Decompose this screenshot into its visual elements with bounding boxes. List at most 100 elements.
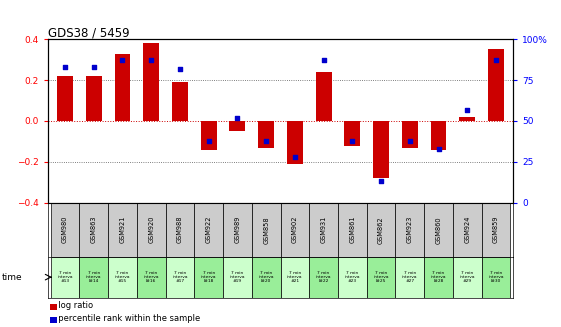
Text: 7 min
interva
#15: 7 min interva #15: [114, 271, 130, 284]
Bar: [114, 54, 130, 121]
Bar: [143, 43, 159, 121]
Bar: [453, 203, 482, 257]
Bar: [165, 203, 194, 257]
Text: 7 min
interva
#23: 7 min interva #23: [344, 271, 360, 284]
Bar: [367, 203, 396, 257]
Text: 7 min
interva
l#30: 7 min interva l#30: [488, 271, 504, 284]
Point: [291, 154, 300, 160]
Bar: [165, 257, 194, 298]
Bar: [424, 203, 453, 257]
Bar: [402, 121, 418, 147]
Text: 7 min
interva
#19: 7 min interva #19: [229, 271, 245, 284]
Point: [491, 58, 500, 63]
Text: 7 min
interva
l#20: 7 min interva l#20: [259, 271, 274, 284]
Bar: [258, 121, 274, 147]
Text: 7 min
interva
#13: 7 min interva #13: [57, 271, 73, 284]
Text: GSM920: GSM920: [148, 216, 154, 244]
Bar: [57, 76, 73, 121]
Text: GSM861: GSM861: [350, 216, 355, 244]
Bar: [344, 121, 360, 146]
Text: GSM862: GSM862: [378, 216, 384, 244]
Text: GSM859: GSM859: [493, 216, 499, 244]
Text: GSM980: GSM980: [62, 216, 68, 244]
Text: 7 min
interva
l#14: 7 min interva l#14: [86, 271, 102, 284]
Text: 7 min
interva
#21: 7 min interva #21: [287, 271, 302, 284]
Text: GSM988: GSM988: [177, 216, 183, 244]
Bar: [280, 203, 309, 257]
Bar: [287, 121, 303, 164]
Point: [463, 107, 472, 112]
Bar: [223, 203, 252, 257]
Text: 7 min
interva
l#18: 7 min interva l#18: [201, 271, 217, 284]
Text: 7 min
interva
#27: 7 min interva #27: [402, 271, 417, 284]
Point: [233, 115, 242, 120]
Point: [348, 138, 357, 143]
Bar: [194, 257, 223, 298]
Bar: [338, 257, 367, 298]
Text: GSM858: GSM858: [263, 216, 269, 244]
Text: GSM989: GSM989: [234, 216, 240, 243]
Point: [146, 58, 155, 63]
Text: time: time: [2, 273, 22, 282]
Point: [204, 138, 213, 143]
Text: 7 min
interva
l#28: 7 min interva l#28: [431, 271, 447, 284]
Bar: [172, 82, 188, 121]
Bar: [488, 49, 504, 121]
Bar: [431, 121, 447, 150]
Point: [118, 58, 127, 63]
Bar: [50, 257, 79, 298]
Text: GSM860: GSM860: [435, 216, 442, 244]
Text: GSM924: GSM924: [465, 216, 470, 244]
Text: 7 min
interva
l#22: 7 min interva l#22: [316, 271, 332, 284]
Text: GSM922: GSM922: [206, 216, 211, 244]
Point: [61, 64, 70, 70]
Point: [434, 146, 443, 151]
Bar: [194, 203, 223, 257]
Bar: [453, 257, 482, 298]
Text: 7 min
interva
l#16: 7 min interva l#16: [144, 271, 159, 284]
Bar: [396, 257, 424, 298]
Bar: [459, 117, 475, 121]
Bar: [137, 203, 165, 257]
Bar: [50, 203, 79, 257]
Point: [406, 138, 415, 143]
Point: [176, 66, 185, 71]
Point: [319, 58, 328, 63]
Bar: [201, 121, 217, 150]
Point: [261, 138, 270, 143]
Text: GDS38 / 5459: GDS38 / 5459: [48, 26, 129, 39]
Text: percentile rank within the sample: percentile rank within the sample: [53, 314, 200, 323]
Point: [89, 64, 98, 70]
Bar: [79, 203, 108, 257]
Bar: [367, 257, 396, 298]
Bar: [373, 121, 389, 178]
Text: GSM902: GSM902: [292, 216, 298, 244]
Bar: [229, 121, 245, 131]
Bar: [223, 257, 252, 298]
Text: 7 min
interva
#17: 7 min interva #17: [172, 271, 187, 284]
Bar: [396, 203, 424, 257]
Bar: [309, 257, 338, 298]
Bar: [108, 257, 137, 298]
Text: GSM931: GSM931: [321, 216, 327, 243]
Bar: [482, 257, 511, 298]
Bar: [86, 76, 102, 121]
Text: 7 min
interva
#29: 7 min interva #29: [459, 271, 475, 284]
Text: GSM921: GSM921: [119, 216, 126, 243]
Bar: [338, 203, 367, 257]
Text: log ratio: log ratio: [53, 301, 94, 310]
Text: 7 min
interva
l#25: 7 min interva l#25: [374, 271, 389, 284]
Bar: [108, 203, 137, 257]
Bar: [252, 257, 280, 298]
Bar: [252, 203, 280, 257]
Bar: [137, 257, 165, 298]
Bar: [482, 203, 511, 257]
Bar: [424, 257, 453, 298]
Bar: [316, 72, 332, 121]
Point: [376, 179, 385, 184]
Bar: [79, 257, 108, 298]
Text: GSM863: GSM863: [91, 216, 96, 244]
Bar: [280, 257, 309, 298]
Text: GSM923: GSM923: [407, 216, 413, 243]
Bar: [309, 203, 338, 257]
